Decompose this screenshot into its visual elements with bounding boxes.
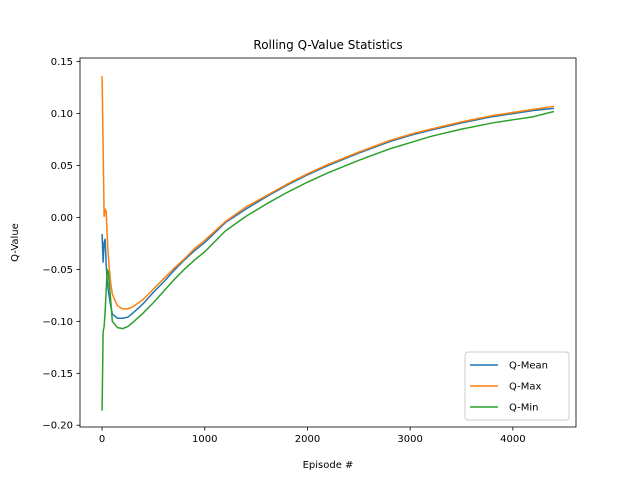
x-tick-label: 2000 <box>295 434 320 445</box>
y-tick-label: −0.15 <box>42 369 73 380</box>
y-axis-label: Q-Value <box>10 223 21 262</box>
y-tick-label: 0.15 <box>51 57 73 68</box>
legend: Q-Mean Q-Max Q-Min <box>464 351 570 421</box>
series-line-q-max <box>101 76 555 310</box>
legend-label-q-min: Q-Min <box>509 403 539 414</box>
legend-box <box>464 351 570 421</box>
plot-frame <box>79 57 577 428</box>
y-tick-label: 0.00 <box>51 213 73 224</box>
chart-title: Rolling Q-Value Statistics <box>253 38 402 52</box>
y-tick-label: −0.05 <box>42 265 73 276</box>
y-tick-label: −0.20 <box>42 421 73 432</box>
series-layer <box>101 76 555 411</box>
legend-label-q-max: Q-Max <box>509 382 542 393</box>
y-tick-label: 0.10 <box>51 109 73 120</box>
legend-label-q-mean: Q-Mean <box>509 361 548 372</box>
x-axis-label: Episode # <box>303 460 354 471</box>
ticks-layer: 0 1000 2000 3000 4000 −0.20 −0.15 −0.10 −0.05 0.0… <box>42 57 525 445</box>
series-line-q-mean <box>101 107 554 319</box>
y-tick-label: 0.05 <box>51 161 73 172</box>
y-tick-label: −0.10 <box>42 317 73 328</box>
x-tick-label: 1000 <box>192 434 217 445</box>
series-line-q-min <box>101 110 555 411</box>
x-tick-label: 0 <box>99 434 105 445</box>
x-tick-label: 3000 <box>397 434 422 445</box>
x-tick-label: 4000 <box>500 434 525 445</box>
